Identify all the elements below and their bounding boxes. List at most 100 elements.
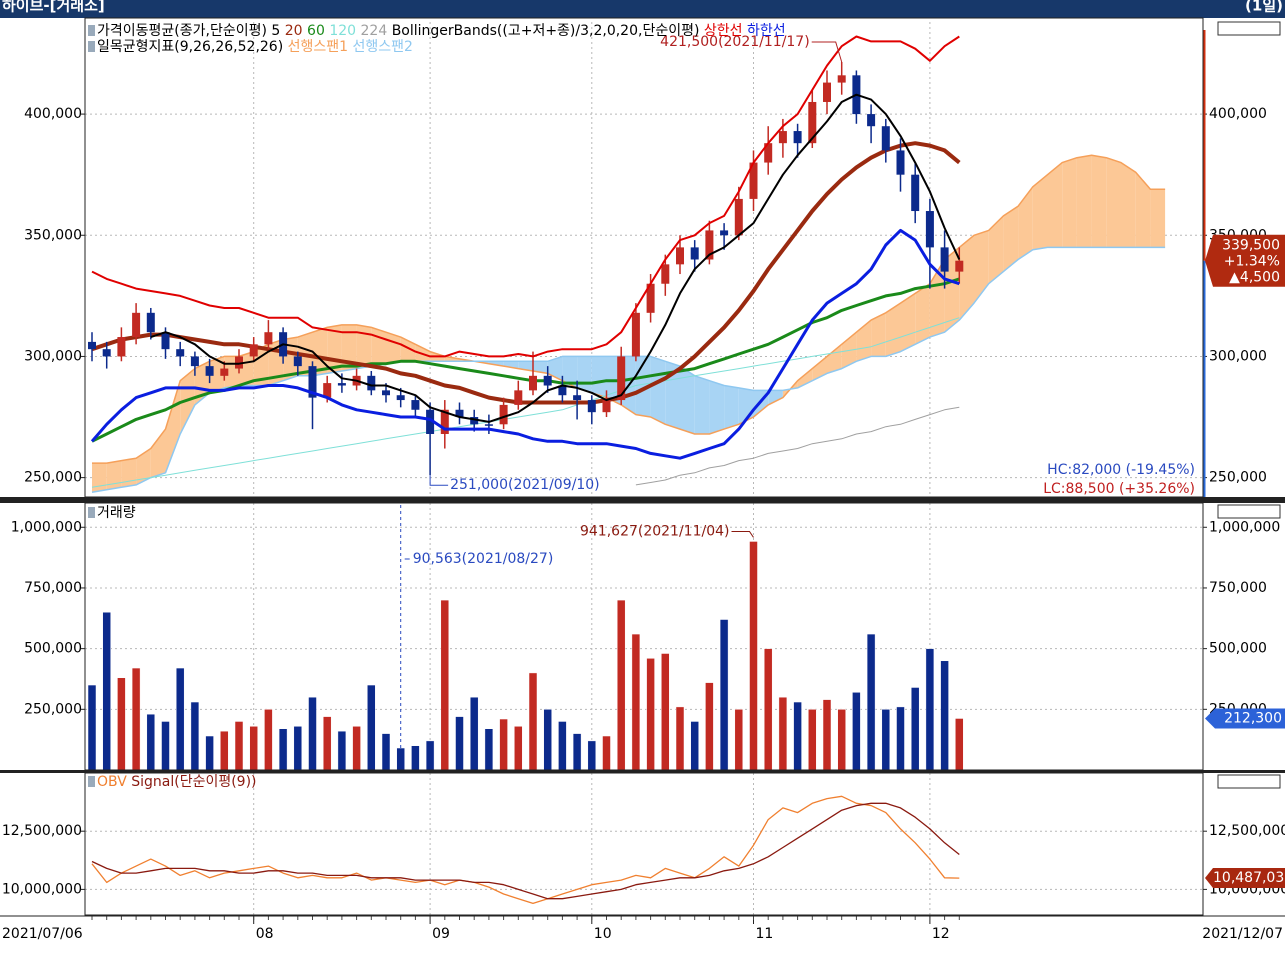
cloud — [1121, 162, 1136, 248]
y-tick-label: 10,000,000 — [2, 881, 82, 897]
candle-body — [925, 211, 934, 248]
high-label: 421,500(2021/11/17) — [660, 34, 810, 50]
candle-body — [631, 312, 640, 357]
volume-bar — [175, 667, 185, 771]
volume-bar — [896, 706, 905, 771]
y-tick-label: 12,500,000 — [2, 823, 82, 839]
x-tick-label: 12 — [932, 926, 950, 942]
y-tick-label-right: 400,000 — [1209, 106, 1267, 122]
cloud — [856, 320, 872, 362]
volume-bar — [264, 709, 273, 771]
volume-bar — [469, 696, 479, 771]
volume-bar — [440, 599, 450, 771]
y-tick-label: 1,000,000 — [11, 519, 82, 535]
obv-line — [91, 795, 960, 905]
cloud — [106, 460, 122, 490]
legend: OBV Signal(단순이평(9)) — [97, 774, 257, 790]
window-buttons — [1217, 21, 1281, 789]
button-box[interactable] — [1217, 504, 1281, 519]
y-tick-label-right: 1,000,000 — [1209, 519, 1280, 535]
annotation-leader — [429, 475, 449, 486]
candle-body — [896, 150, 905, 175]
y-tick-label: 400,000 — [24, 106, 82, 122]
candle-body — [543, 375, 552, 386]
volume-bar — [940, 660, 949, 771]
volume-bar — [87, 684, 97, 771]
cloud — [136, 448, 151, 485]
candle-body — [411, 400, 420, 410]
candle-body — [161, 332, 170, 350]
candle-body — [514, 390, 523, 405]
volume-bar — [396, 747, 405, 771]
y-tick-label: 750,000 — [24, 580, 82, 596]
y-tick-label: 250,000 — [24, 470, 82, 486]
volume-bar — [411, 745, 420, 771]
candle-body — [837, 75, 846, 83]
cloud — [1032, 174, 1048, 250]
volume-bar — [131, 667, 141, 771]
x-tick-label: 10 — [594, 926, 612, 942]
legend-icon — [88, 776, 95, 787]
candle-body — [705, 230, 714, 260]
candle-body — [573, 395, 582, 401]
ichimoku-label: 일목균형지표(9,26,26,52,26) — [97, 39, 283, 55]
cloud — [356, 324, 372, 369]
period: (1일) — [1245, 0, 1283, 15]
last-price: 339,500 — [1222, 238, 1280, 254]
volume-bar — [161, 721, 170, 771]
volume-bar — [955, 718, 964, 771]
cloud — [1106, 157, 1121, 248]
volume-bar — [367, 684, 376, 771]
volume-bar — [925, 648, 935, 771]
bb-label: BollingerBands((고+저+종)/3,2,0,20,단순이평) — [392, 23, 700, 39]
candle-body — [911, 174, 920, 212]
ma-line — [91, 277, 960, 443]
legend-entry: 20 — [285, 23, 303, 39]
candle-body — [881, 126, 890, 151]
y-tick-label: 350,000 — [24, 227, 82, 243]
ma-line — [91, 141, 961, 405]
low-label: 251,000(2021/09/10) — [450, 477, 600, 493]
candle-body — [764, 143, 773, 163]
candle-body — [146, 312, 155, 333]
x-tick-label: 11 — [756, 926, 774, 942]
cloud — [503, 361, 519, 369]
candle-body — [661, 264, 670, 284]
volume-bar — [337, 730, 347, 771]
volume-bar — [234, 721, 244, 771]
volume-bar — [705, 682, 714, 771]
cloud — [1076, 155, 1092, 248]
volume-bar — [910, 687, 920, 771]
window-title: 하이브-[거래소] — [2, 0, 105, 15]
cloud — [1062, 157, 1077, 248]
candle-body — [734, 198, 743, 236]
button-box[interactable] — [1217, 21, 1281, 36]
separator — [0, 770, 1285, 773]
candle-body — [176, 349, 185, 357]
candle-body — [426, 409, 435, 434]
volume-bar — [455, 716, 464, 771]
cloud — [724, 385, 739, 430]
price-tag — [1205, 234, 1285, 287]
cloud — [988, 215, 1004, 284]
candle-body — [529, 375, 537, 391]
cloud — [562, 356, 578, 388]
y-tick-label: 250,000 — [24, 701, 82, 717]
volume-bar — [690, 721, 699, 771]
volume-bar — [543, 709, 552, 771]
candle-body — [190, 356, 199, 367]
volume-tag — [1205, 708, 1285, 729]
button-box[interactable] — [1217, 774, 1281, 789]
cloud — [827, 344, 842, 374]
candle-body — [940, 247, 949, 272]
cloud — [1091, 155, 1107, 248]
x-tick-label: 08 — [256, 926, 274, 942]
legend-entry: 60 — [307, 23, 325, 39]
cloud — [650, 356, 666, 425]
obv-tag — [1205, 868, 1285, 889]
candle-body — [470, 417, 479, 425]
title-bar — [0, 0, 1285, 18]
volume-bar — [308, 696, 317, 771]
cloud — [768, 390, 783, 405]
